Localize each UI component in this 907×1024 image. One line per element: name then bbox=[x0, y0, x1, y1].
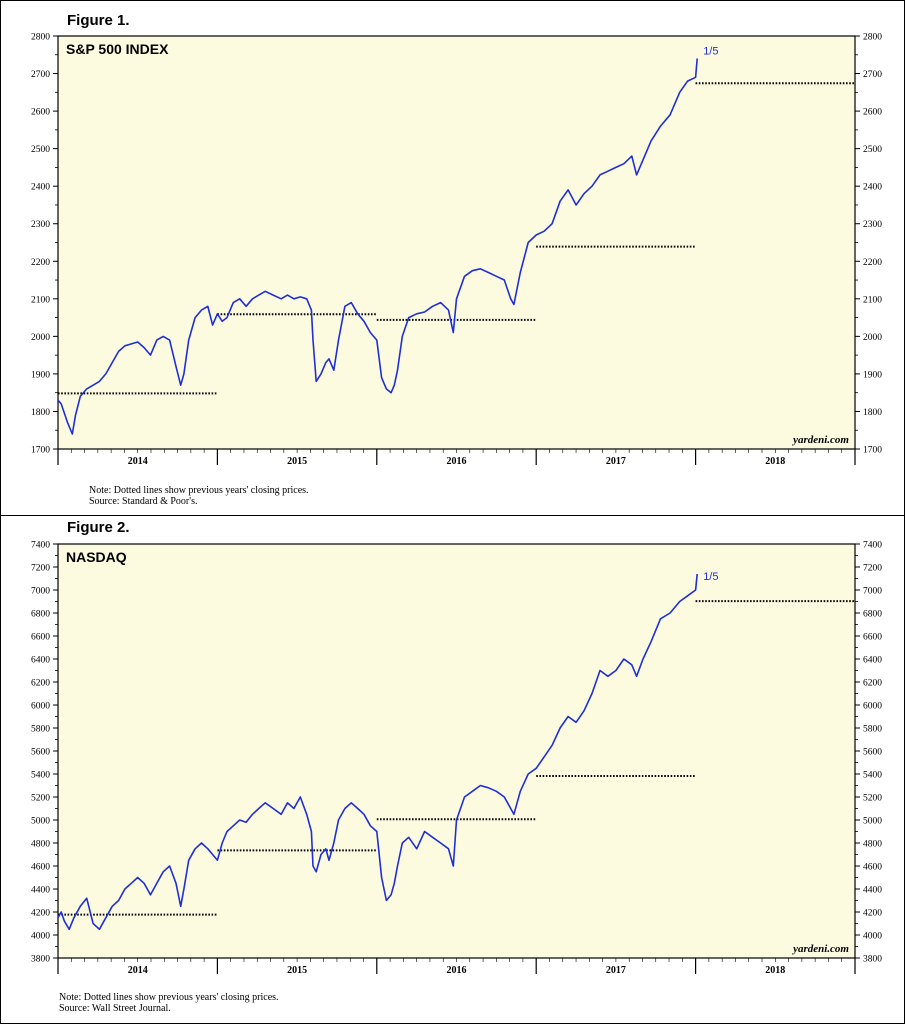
sp500-chart: 1700 1700 1800 1800 1900 1900 2000 2000 2100 2100… bbox=[31, 33, 882, 468]
y-tick-label-left: 2400 bbox=[31, 183, 50, 193]
y-tick-label-left: 5400 bbox=[31, 771, 50, 781]
y-tick-label-left: 4200 bbox=[31, 909, 50, 919]
y-tick-label-left: 6200 bbox=[31, 679, 50, 689]
y-tick-label-left: 5200 bbox=[31, 794, 50, 804]
y-tick-label-right: 4800 bbox=[863, 840, 882, 850]
y-tick-label-left: 5600 bbox=[31, 748, 50, 758]
brand-label: yardeni.com bbox=[791, 943, 849, 955]
y-tick-label-right: 1900 bbox=[863, 370, 882, 380]
y-tick-label-left: 7200 bbox=[31, 564, 50, 574]
y-tick-label-right: 2000 bbox=[863, 333, 882, 343]
y-tick-label-right: 2200 bbox=[863, 258, 882, 268]
y-tick-label-left: 1700 bbox=[31, 446, 50, 456]
x-tick-label: 2014 bbox=[128, 456, 148, 467]
y-tick-label-right: 5600 bbox=[863, 748, 882, 758]
x-tick-label: 2018 bbox=[765, 965, 785, 976]
y-tick-label-right: 5800 bbox=[863, 725, 882, 735]
y-tick-label-right: 2400 bbox=[863, 183, 882, 193]
y-tick-label-right: 4200 bbox=[863, 909, 882, 919]
y-tick-label-left: 4400 bbox=[31, 886, 50, 896]
y-tick-label-right: 7000 bbox=[863, 587, 882, 597]
y-tick-label-right: 7200 bbox=[863, 564, 882, 574]
y-tick-label-right: 2500 bbox=[863, 145, 882, 155]
nasdaq-chart: 3800 3800 4000 4000 4200 4200 4400 4400 4600 4600… bbox=[31, 541, 882, 977]
source-text: Source: Wall Street Journal. bbox=[59, 1003, 171, 1014]
y-tick-label-left: 2000 bbox=[31, 333, 50, 343]
y-tick-label-left: 2700 bbox=[31, 70, 50, 80]
y-tick-label-left: 4600 bbox=[31, 863, 50, 873]
end-date-label: 1/5 bbox=[703, 571, 718, 583]
y-tick-label-left: 2300 bbox=[31, 220, 50, 230]
figure-note: Note: Dotted lines show previous years' … bbox=[89, 485, 309, 507]
y-tick-label-right: 6400 bbox=[863, 656, 882, 666]
end-date-label: 1/5 bbox=[703, 46, 718, 58]
chart-title: S&P 500 INDEX bbox=[66, 41, 169, 57]
y-tick-label-right: 1700 bbox=[863, 446, 882, 456]
y-tick-label-right: 2700 bbox=[863, 70, 882, 80]
y-tick-label-left: 4000 bbox=[31, 932, 50, 942]
x-tick-label: 2014 bbox=[128, 965, 148, 976]
y-tick-label-left: 2600 bbox=[31, 108, 50, 118]
y-tick-label-right: 3800 bbox=[863, 955, 882, 965]
note-text: Note: Dotted lines show previous years' … bbox=[89, 485, 309, 496]
y-tick-label-left: 2500 bbox=[31, 145, 50, 155]
y-tick-label-left: 2100 bbox=[31, 295, 50, 305]
note-text: Note: Dotted lines show previous years' … bbox=[59, 992, 279, 1003]
y-tick-label-left: 2200 bbox=[31, 258, 50, 268]
y-tick-label-left: 4800 bbox=[31, 840, 50, 850]
y-tick-label-right: 6600 bbox=[863, 633, 882, 643]
brand-label: yardeni.com bbox=[791, 434, 849, 446]
x-tick-label: 2017 bbox=[606, 965, 626, 976]
index-line bbox=[57, 573, 698, 931]
y-tick-label-left: 1800 bbox=[31, 408, 50, 418]
y-tick-label-left: 2800 bbox=[31, 33, 50, 43]
index-line bbox=[57, 58, 698, 435]
y-tick-label-right: 4400 bbox=[863, 886, 882, 896]
x-tick-label: 2018 bbox=[765, 456, 785, 467]
y-tick-label-right: 4000 bbox=[863, 932, 882, 942]
figure-label: Figure 2. bbox=[67, 519, 130, 536]
y-tick-label-right: 5200 bbox=[863, 794, 882, 804]
y-tick-label-left: 5000 bbox=[31, 817, 50, 827]
y-tick-label-right: 5400 bbox=[863, 771, 882, 781]
y-tick-label-right: 4600 bbox=[863, 863, 882, 873]
x-tick-label: 2017 bbox=[606, 456, 626, 467]
plot-area bbox=[57, 35, 856, 450]
y-tick-label-right: 2800 bbox=[863, 33, 882, 43]
y-tick-label-right: 2100 bbox=[863, 295, 882, 305]
y-tick-label-left: 5800 bbox=[31, 725, 50, 735]
y-tick-label-left: 6800 bbox=[31, 610, 50, 620]
x-tick-label: 2016 bbox=[447, 456, 467, 467]
y-tick-label-right: 6800 bbox=[863, 610, 882, 620]
x-tick-label: 2016 bbox=[447, 965, 467, 976]
y-tick-label-right: 1800 bbox=[863, 408, 882, 418]
y-tick-label-right: 6200 bbox=[863, 679, 882, 689]
y-tick-label-left: 7000 bbox=[31, 587, 50, 597]
x-tick-label: 2015 bbox=[287, 965, 307, 976]
y-tick-label-left: 7400 bbox=[31, 541, 50, 551]
y-tick-label-right: 7400 bbox=[863, 541, 882, 551]
y-tick-label-left: 6600 bbox=[31, 633, 50, 643]
figure-label: Figure 1. bbox=[67, 12, 130, 29]
plot-area bbox=[57, 543, 856, 959]
y-tick-label-right: 5000 bbox=[863, 817, 882, 827]
x-tick-label: 2015 bbox=[287, 456, 307, 467]
chart-title: NASDAQ bbox=[66, 549, 127, 565]
y-tick-label-left: 6400 bbox=[31, 656, 50, 666]
y-tick-label-right: 2600 bbox=[863, 108, 882, 118]
y-tick-label-left: 6000 bbox=[31, 702, 50, 712]
y-tick-label-left: 3800 bbox=[31, 955, 50, 965]
source-text: Source: Standard & Poor's. bbox=[89, 496, 198, 507]
y-tick-label-right: 6000 bbox=[863, 702, 882, 712]
y-tick-label-right: 2300 bbox=[863, 220, 882, 230]
figure-note: Note: Dotted lines show previous years' … bbox=[59, 992, 279, 1014]
y-tick-label-left: 1900 bbox=[31, 370, 50, 380]
